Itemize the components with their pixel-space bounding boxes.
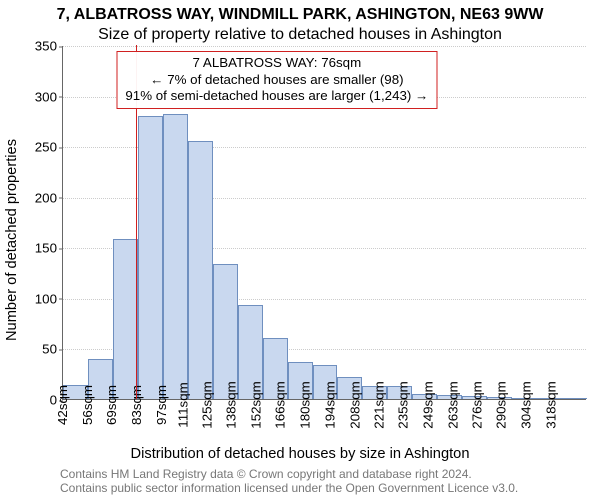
x-tick-label: 235sqm	[396, 381, 411, 428]
plot-area: 05010015020025030035042sqm56sqm69sqm83sq…	[62, 46, 586, 400]
y-tick-label: 150	[35, 241, 57, 256]
y-tick-label: 250	[35, 140, 57, 155]
histogram-bar	[213, 264, 238, 399]
x-tick-label: 263sqm	[446, 381, 461, 428]
x-tick-label: 69sqm	[104, 385, 119, 425]
histogram-bar	[138, 116, 163, 399]
x-tick-label: 304sqm	[519, 381, 534, 428]
annotation-box: 7 ALBATROSS WAY: 76sqm← 7% of detached h…	[116, 51, 437, 109]
x-tick-label: 42sqm	[55, 385, 70, 425]
annotation-line: ← 7% of detached houses are smaller (98)	[125, 72, 428, 89]
annotation-line: 7 ALBATROSS WAY: 76sqm	[125, 55, 428, 72]
x-axis-label: Distribution of detached houses by size …	[0, 446, 600, 462]
y-tick-label: 50	[42, 342, 57, 357]
attribution-footer: Contains HM Land Registry data © Crown c…	[60, 468, 590, 496]
x-tick-label: 249sqm	[421, 381, 436, 428]
x-tick-label: 180sqm	[298, 381, 313, 428]
y-tick-label: 100	[35, 291, 57, 306]
x-tick-label: 290sqm	[494, 381, 509, 428]
x-tick-label: 125sqm	[200, 381, 215, 428]
x-tick-label: 97sqm	[153, 385, 168, 425]
x-tick-label: 166sqm	[273, 381, 288, 428]
x-tick-label: 318sqm	[544, 381, 559, 428]
x-tick-label: 208sqm	[348, 381, 363, 428]
x-tick-label: 221sqm	[371, 381, 386, 428]
chart-container: 7, ALBATROSS WAY, WINDMILL PARK, ASHINGT…	[0, 0, 600, 500]
histogram-bar	[163, 114, 188, 399]
gridline	[63, 46, 586, 47]
x-tick-label: 194sqm	[323, 381, 338, 428]
x-tick-label: 56sqm	[80, 385, 95, 425]
chart-title: 7, ALBATROSS WAY, WINDMILL PARK, ASHINGT…	[0, 6, 600, 24]
footer-line-2: Contains public sector information licen…	[60, 482, 590, 496]
y-tick-label: 350	[35, 39, 57, 54]
y-tick-label: 300	[35, 89, 57, 104]
histogram-bar	[113, 239, 138, 399]
footer-line-1: Contains HM Land Registry data © Crown c…	[60, 468, 590, 482]
histogram-bar	[562, 398, 587, 399]
histogram-bar	[188, 141, 213, 399]
x-tick-label: 111sqm	[176, 382, 191, 427]
x-tick-label: 138sqm	[223, 381, 238, 428]
y-axis-label: Number of detached properties	[4, 139, 20, 341]
annotation-line: 91% of semi-detached houses are larger (…	[125, 88, 428, 105]
y-tick-label: 200	[35, 190, 57, 205]
chart-subtitle: Size of property relative to detached ho…	[0, 26, 600, 44]
x-tick-label: 152sqm	[248, 381, 263, 428]
x-tick-label: 276sqm	[469, 381, 484, 428]
